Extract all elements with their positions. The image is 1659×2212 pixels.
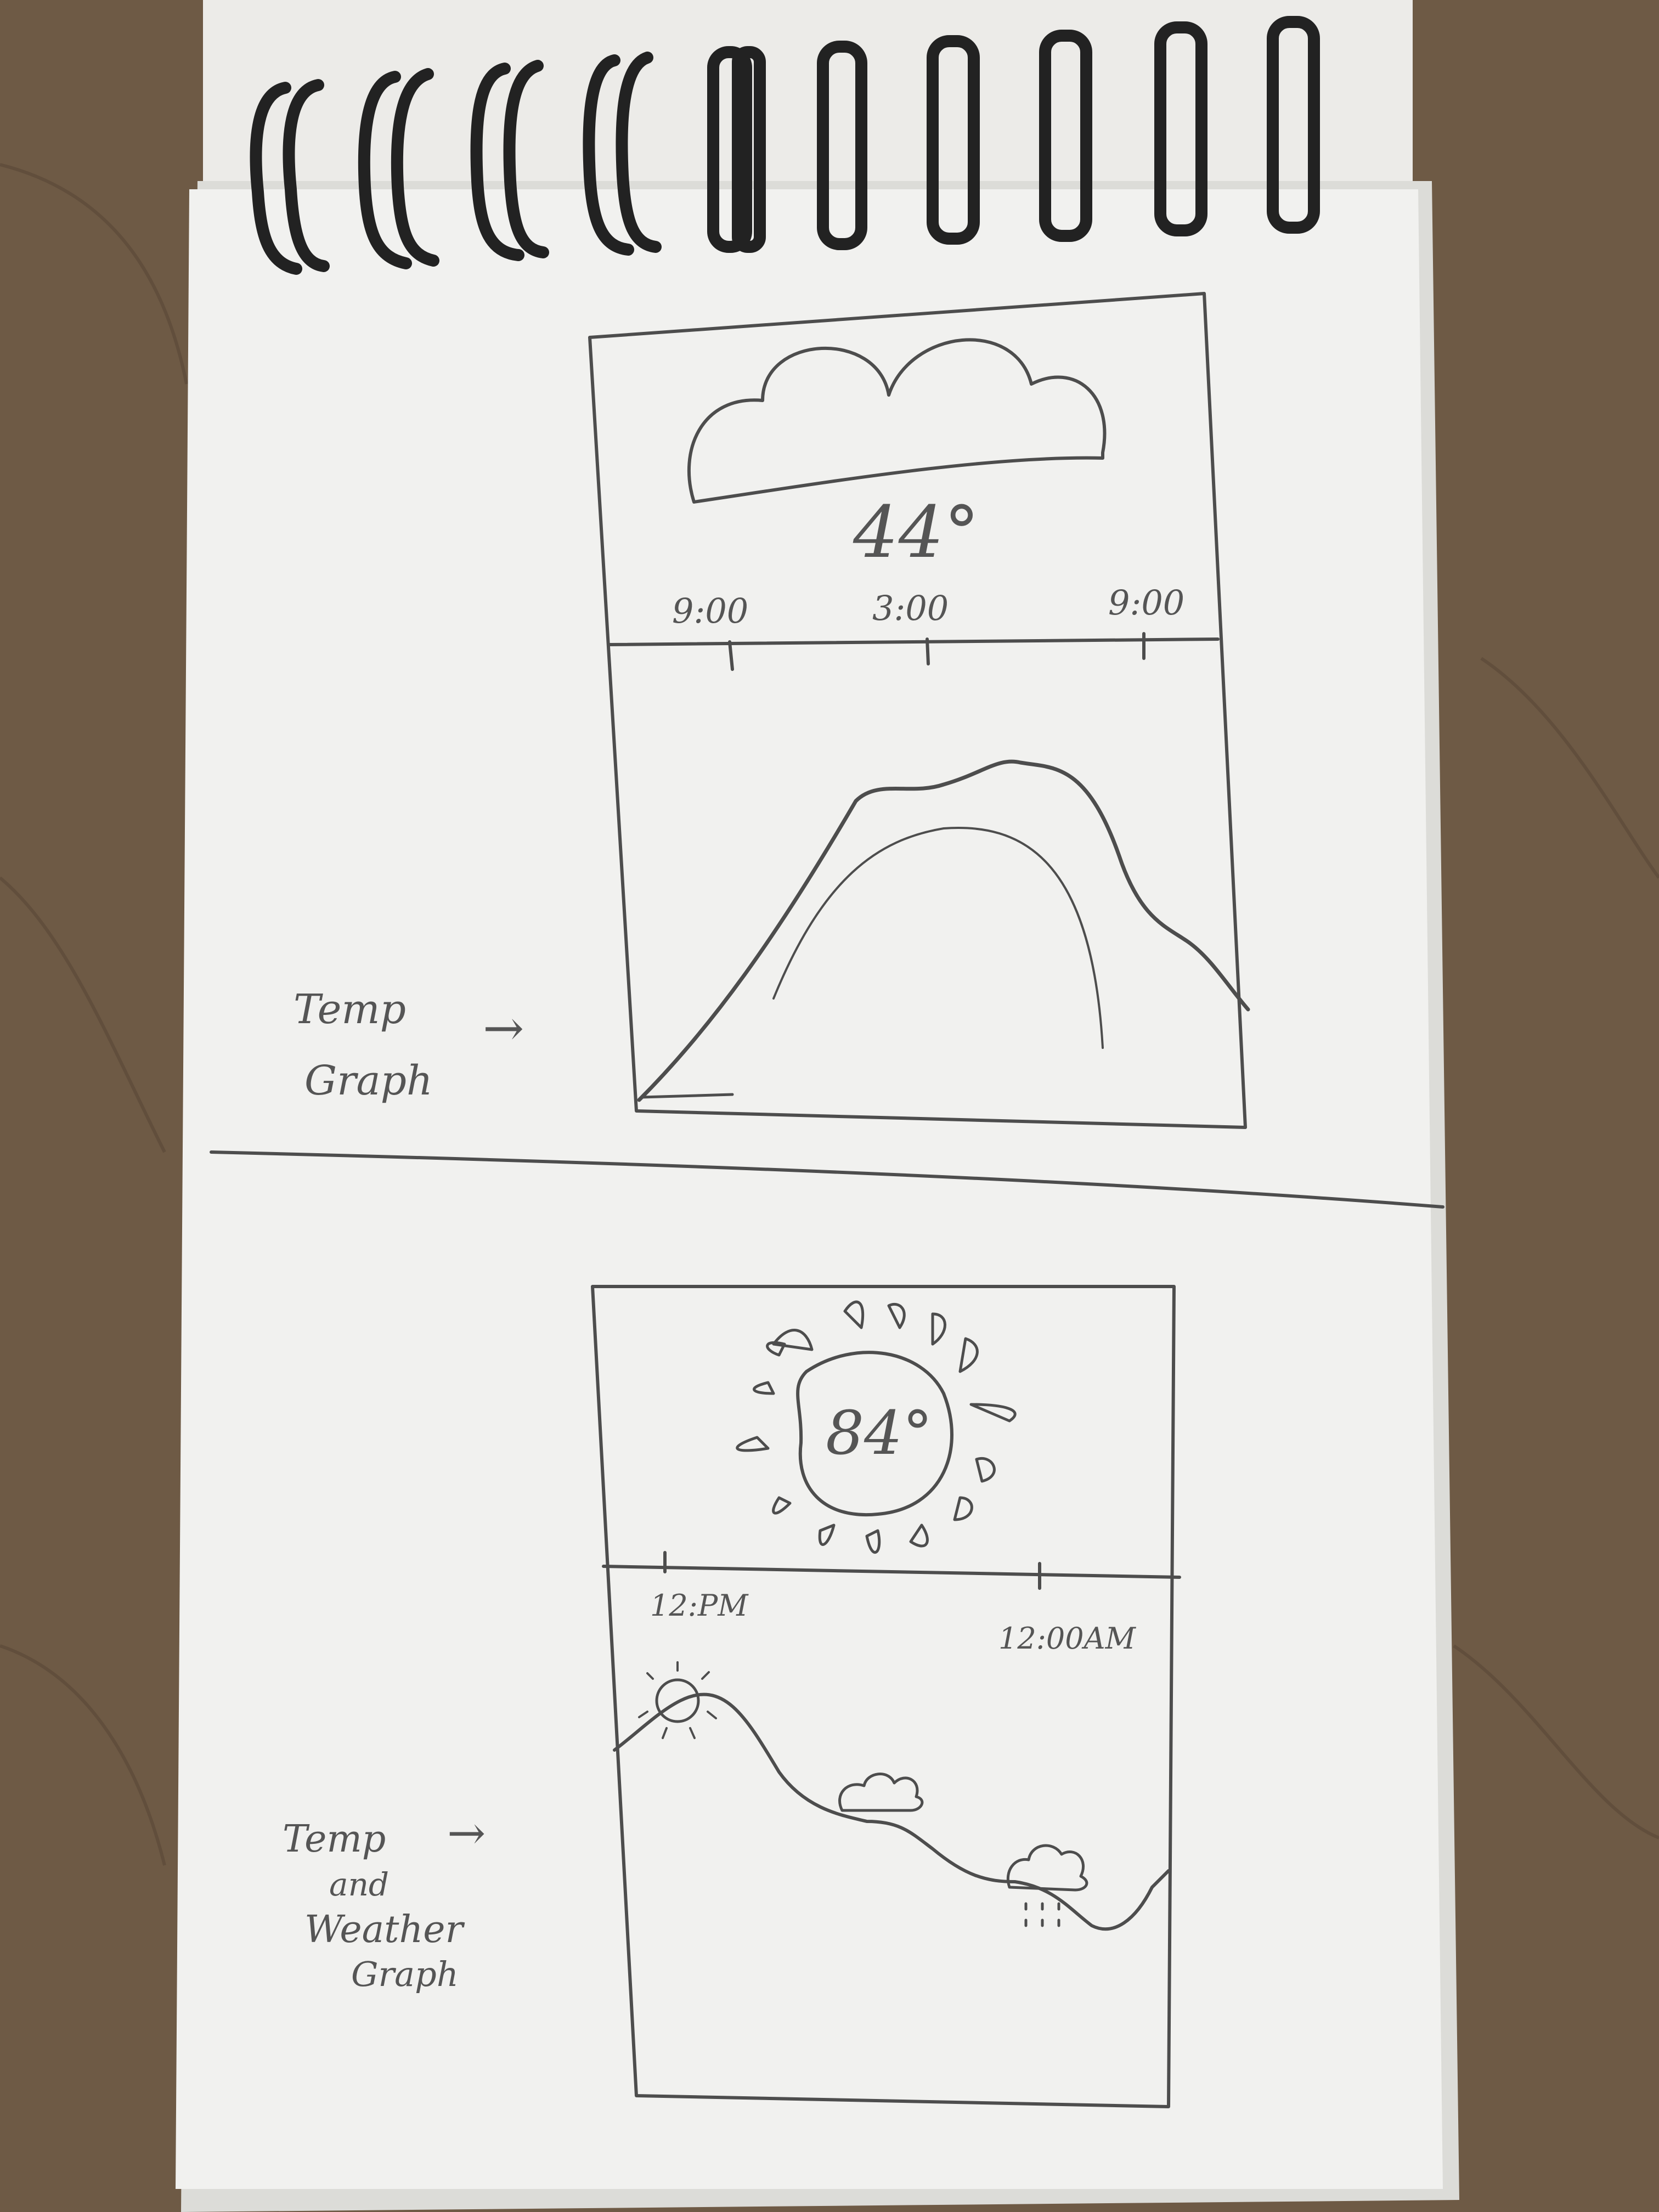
binding-ring [707,46,752,253]
binding-ring [250,82,302,275]
binding-ring [391,68,439,267]
small-sun-icon [638,1661,717,1739]
bottom-annotation-weather: Weather [304,1908,465,1951]
binding-ring [1039,30,1092,242]
shading-sketch [772,827,1104,1049]
binding-ring [283,79,330,272]
spiral-binding [250,16,1320,275]
notebook-page [176,189,1443,2189]
bottom-annotation-arrow: → [447,1806,486,1860]
bottom-annotation-temp: Temp [283,1818,386,1861]
top-annotation-temp: Temp [294,986,406,1033]
small-cloud-icon [838,1773,924,1812]
cloud-icon [687,338,1107,504]
binding-ring [583,54,634,256]
binding-ring [358,71,412,269]
top-time-label: 9:00 [1108,583,1184,623]
binding-ring [503,60,549,258]
binding-ring [732,46,766,253]
top-annotation-arrow: → [483,1000,524,1057]
bottom-annotation-graph: Graph [351,1954,459,1994]
binding-ring [616,52,662,253]
temperature-line [637,759,1250,1102]
graph-baseline [640,1093,734,1099]
page-divider-line [210,1150,1444,1209]
binding-ring [1267,16,1320,234]
desk-grain [0,163,1659,1866]
bottom-time-label: 12:PM [650,1588,749,1623]
top-weather-divider [607,637,1220,646]
bottom-wireframe: 84° 12:PM 12:00AM Temp and Weather Graph… [283,1285,1181,2108]
rain-cloud-icon [1006,1844,1088,1927]
binding-ring [470,63,524,261]
top-phone-frame [588,292,1247,1129]
bottom-temperature: 84° [826,1398,933,1468]
back-notebook-page [203,0,1413,181]
bottom-weather-divider [602,1565,1181,1579]
temperature-weather-line [613,1692,1170,1931]
timeline-tick [728,640,734,671]
bottom-phone-frame [591,1285,1176,2108]
top-wireframe: 44° 9:00 3:00 9:00 Temp Graph → [294,292,1250,1129]
top-temperature: 44° [853,490,979,574]
top-time-label: 9:00 [672,591,748,631]
bottom-annotation-and: and [329,1866,389,1903]
top-annotation-graph: Graph [304,1057,433,1104]
bottom-time-label: 12:00AM [998,1621,1137,1656]
binding-ring [817,41,867,250]
timeline-tick [926,637,930,665]
top-time-label: 3:00 [872,588,949,628]
sun-icon [736,1300,1017,1554]
binding-ring [1154,21,1207,236]
binding-ring [927,35,980,245]
